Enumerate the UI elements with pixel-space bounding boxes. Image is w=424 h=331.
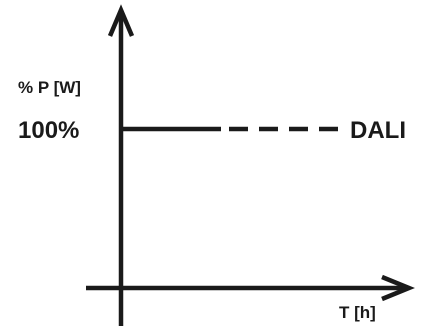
line-label: DALI — [350, 117, 406, 144]
x-axis-arrowhead — [381, 274, 415, 302]
level-label: 100% — [18, 117, 79, 144]
x-axis-label: T [h] — [339, 303, 376, 322]
y-axis-arrowhead — [107, 4, 135, 37]
y-axis-label: % P [W] — [18, 78, 81, 97]
